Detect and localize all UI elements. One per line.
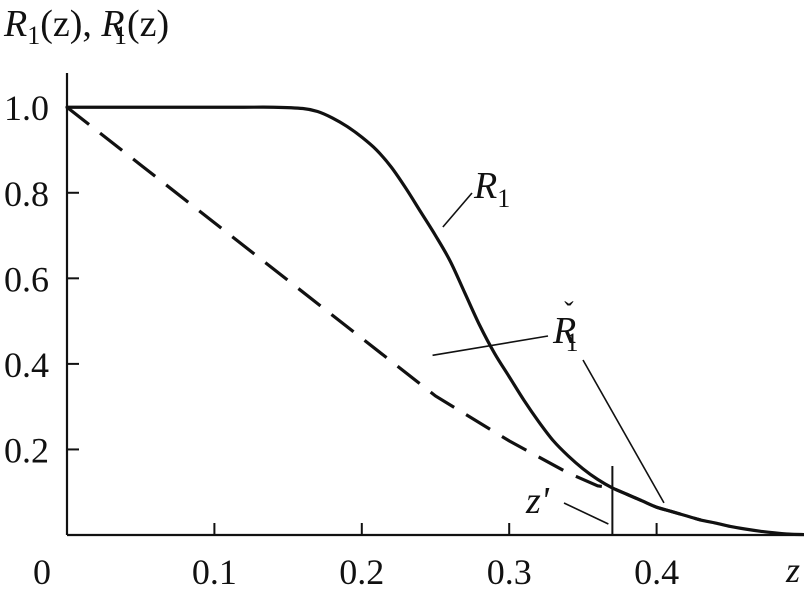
z-prime-leader-line <box>563 502 609 525</box>
y-axis-title: R1(z), Rˇ 1(z) <box>3 0 169 50</box>
y-tick-label: 0.8 <box>4 174 49 214</box>
x-tick-label: 0 <box>33 552 51 592</box>
z-prime-label: z' <box>525 480 550 522</box>
r1-leader-line <box>442 192 473 228</box>
r1-check-leader-solid <box>582 359 665 504</box>
r1-label: R1 <box>473 165 510 213</box>
y-tick-label: 0.2 <box>4 430 49 470</box>
r1-check-label: Rˇ 1 <box>552 297 579 357</box>
x-tick-label: 0.1 <box>192 552 237 592</box>
annotation-layer: R1 Rˇ 1 z' <box>432 165 665 535</box>
series-r1-check-line <box>66 105 702 522</box>
x-axis-title: z <box>785 550 800 590</box>
x-tick-label: 0.2 <box>339 552 384 592</box>
axes: 0 0.1 0.2 0.3 0.4 0.2 0.4 0.6 0.8 1.0 <box>4 73 804 592</box>
series-layer <box>65 105 804 537</box>
r1-check-leader-dashed <box>432 335 549 357</box>
y-tick-label: 0.4 <box>4 345 49 385</box>
y-tick-label: 0.6 <box>4 259 49 299</box>
x-tick-label: 0.3 <box>487 552 532 592</box>
y-tick-label: 1.0 <box>4 88 49 128</box>
series-r1-line <box>65 105 804 537</box>
x-tick-label: 0.4 <box>634 552 679 592</box>
